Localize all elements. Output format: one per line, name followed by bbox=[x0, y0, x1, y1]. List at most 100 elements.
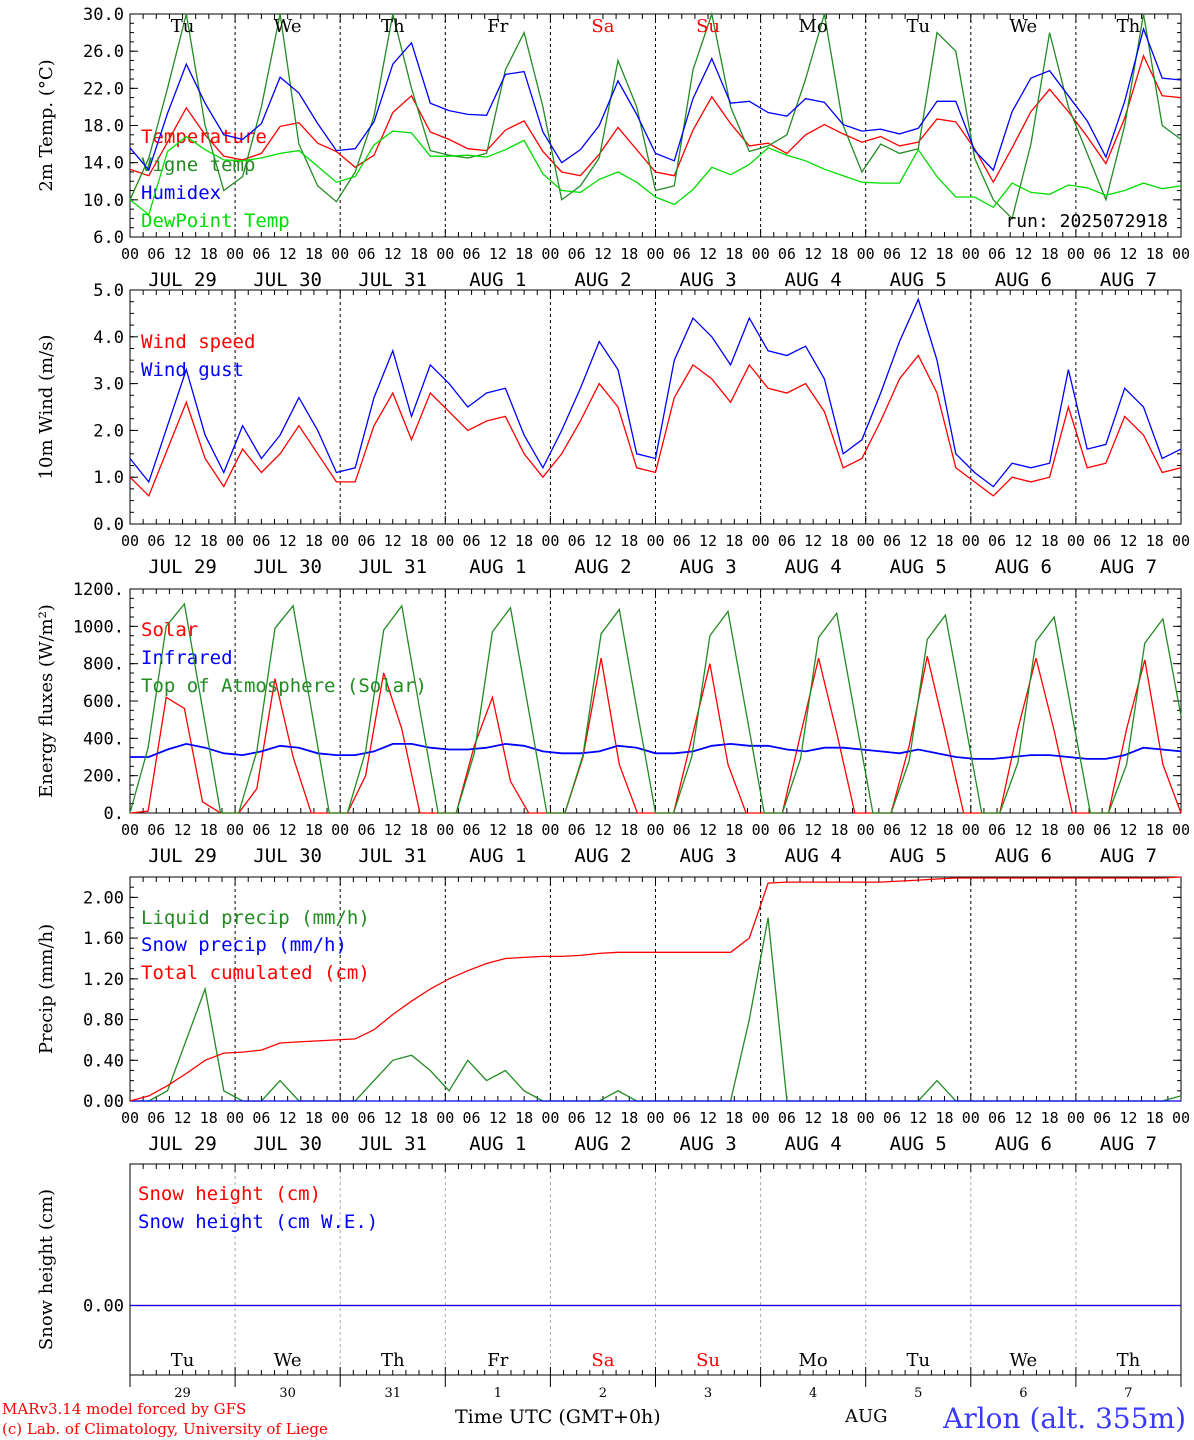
hour-label: 06 bbox=[463, 532, 481, 550]
hour-label: 00 bbox=[1172, 245, 1190, 263]
legend-entry: Humidex bbox=[141, 182, 221, 204]
hour-label: 00 bbox=[962, 245, 980, 263]
hour-label: 12 bbox=[174, 532, 192, 550]
date-label: AUG 3 bbox=[679, 269, 736, 291]
hour-label: 00 bbox=[962, 1109, 980, 1127]
hour-label: 12 bbox=[1119, 821, 1137, 839]
hour-label: 18 bbox=[1146, 532, 1164, 550]
hour-label: 00 bbox=[857, 1109, 875, 1127]
hour-label: 12 bbox=[489, 532, 507, 550]
series-line bbox=[129, 130, 1182, 216]
hour-label: 00 bbox=[646, 245, 664, 263]
hour-label: 00 bbox=[752, 821, 770, 839]
date-label: JUL 29 bbox=[148, 269, 217, 291]
hour-label: 06 bbox=[778, 532, 796, 550]
date-label: AUG 2 bbox=[574, 1133, 631, 1155]
day-name: We bbox=[274, 16, 302, 37]
y-tick-label: 5.0 bbox=[93, 281, 124, 301]
date-label: AUG 1 bbox=[469, 845, 526, 867]
hour-label: 12 bbox=[699, 821, 717, 839]
hour-label: 06 bbox=[988, 1109, 1006, 1127]
day-name: Th bbox=[381, 1350, 405, 1371]
hour-label: 06 bbox=[147, 1109, 165, 1127]
hour-label: 18 bbox=[200, 245, 218, 263]
hour-label: 06 bbox=[357, 245, 375, 263]
y-tick-label: 600. bbox=[83, 692, 124, 712]
hour-label: 00 bbox=[962, 532, 980, 550]
legend-entry: Wind speed bbox=[141, 331, 255, 353]
date-label: JUL 29 bbox=[148, 556, 217, 578]
hour-label: 06 bbox=[463, 1109, 481, 1127]
hour-label: 00 bbox=[331, 821, 349, 839]
hour-label: 12 bbox=[1119, 245, 1137, 263]
hour-label: 06 bbox=[988, 245, 1006, 263]
y-tick-label: 4.0 bbox=[93, 328, 124, 348]
panel-1: 6.0 10.0 14.0 18.0 22.0 26.0 30.0 2m Temp. (°C)… bbox=[36, 5, 1190, 291]
day-name: We bbox=[1010, 1350, 1038, 1371]
hour-label: 00 bbox=[331, 532, 349, 550]
hour-label: 06 bbox=[673, 532, 691, 550]
hour-label: 12 bbox=[594, 532, 612, 550]
date-label: JUL 30 bbox=[253, 1133, 322, 1155]
hour-label: 06 bbox=[357, 532, 375, 550]
y-tick-label: 1.0 bbox=[93, 468, 124, 488]
hour-label: 18 bbox=[620, 532, 638, 550]
hour-label: 06 bbox=[673, 245, 691, 263]
hour-label: 12 bbox=[804, 821, 822, 839]
y-tick-label: 30.0 bbox=[83, 5, 124, 25]
hour-label: 18 bbox=[725, 532, 743, 550]
hour-label: 00 bbox=[436, 1109, 454, 1127]
hour-label: 06 bbox=[778, 1109, 796, 1127]
hour-label: 12 bbox=[489, 821, 507, 839]
date-label: AUG 7 bbox=[1100, 556, 1157, 578]
day-name: Su bbox=[696, 16, 720, 37]
y-axis-label: Energy fluxes (W/m²) bbox=[36, 604, 57, 798]
date-label: AUG 4 bbox=[785, 269, 842, 291]
run-label: run: 2025072918 bbox=[1005, 211, 1168, 232]
hour-label: 06 bbox=[1093, 532, 1111, 550]
hour-label: 06 bbox=[252, 821, 270, 839]
hour-label: 00 bbox=[541, 1109, 559, 1127]
y-axis-label: 2m Temp. (°C) bbox=[36, 59, 57, 191]
hour-label: 06 bbox=[252, 532, 270, 550]
hour-label: 06 bbox=[568, 532, 586, 550]
hour-label: 18 bbox=[200, 821, 218, 839]
hour-label: 06 bbox=[147, 532, 165, 550]
hour-label: 18 bbox=[830, 532, 848, 550]
date-label: JUL 29 bbox=[148, 845, 217, 867]
model-credit: MARv3.14 model forced by GFS bbox=[2, 1400, 247, 1418]
day-name: Th bbox=[1117, 16, 1141, 37]
hour-label: 00 bbox=[121, 245, 139, 263]
y-tick-label: 14.0 bbox=[83, 154, 124, 174]
time-axis-label: Time UTC (GMT+0h) bbox=[455, 1406, 661, 1428]
date-label: AUG 7 bbox=[1100, 269, 1157, 291]
y-tick-label: 1000. bbox=[73, 617, 124, 637]
hour-label: 00 bbox=[752, 245, 770, 263]
y-axis-label: Snow height (cm) bbox=[36, 1189, 57, 1350]
hour-label: 12 bbox=[1014, 1109, 1032, 1127]
day-name: Su bbox=[696, 1350, 720, 1371]
hour-label: 18 bbox=[305, 1109, 323, 1127]
y-axis-label: 10m Wind (m/s) bbox=[36, 335, 57, 480]
hour-label: 00 bbox=[857, 821, 875, 839]
series-line bbox=[129, 11, 1182, 220]
hour-label: 12 bbox=[594, 1109, 612, 1127]
day-number: 4 bbox=[809, 1386, 817, 1400]
date-label: JUL 31 bbox=[358, 269, 427, 291]
hour-label: 18 bbox=[725, 821, 743, 839]
y-tick-label: 2.00 bbox=[83, 888, 124, 908]
legend-entry: DewPoint Temp bbox=[141, 210, 290, 232]
date-label: AUG 5 bbox=[890, 845, 947, 867]
hour-label: 12 bbox=[804, 532, 822, 550]
date-label: JUL 29 bbox=[148, 1133, 217, 1155]
hour-label: 06 bbox=[252, 1109, 270, 1127]
y-tick-label: 0.0 bbox=[93, 515, 124, 535]
hour-label: 12 bbox=[279, 821, 297, 839]
hour-label: 12 bbox=[174, 821, 192, 839]
hour-label: 00 bbox=[857, 532, 875, 550]
y-tick-label: 1.60 bbox=[83, 929, 124, 949]
meteogram: 6.010.014.018.022.026.030.02m Temp. (°C)… bbox=[36, 5, 1190, 1400]
hour-label: 00 bbox=[226, 532, 244, 550]
hour-label: 18 bbox=[620, 821, 638, 839]
date-label: JUL 31 bbox=[358, 556, 427, 578]
